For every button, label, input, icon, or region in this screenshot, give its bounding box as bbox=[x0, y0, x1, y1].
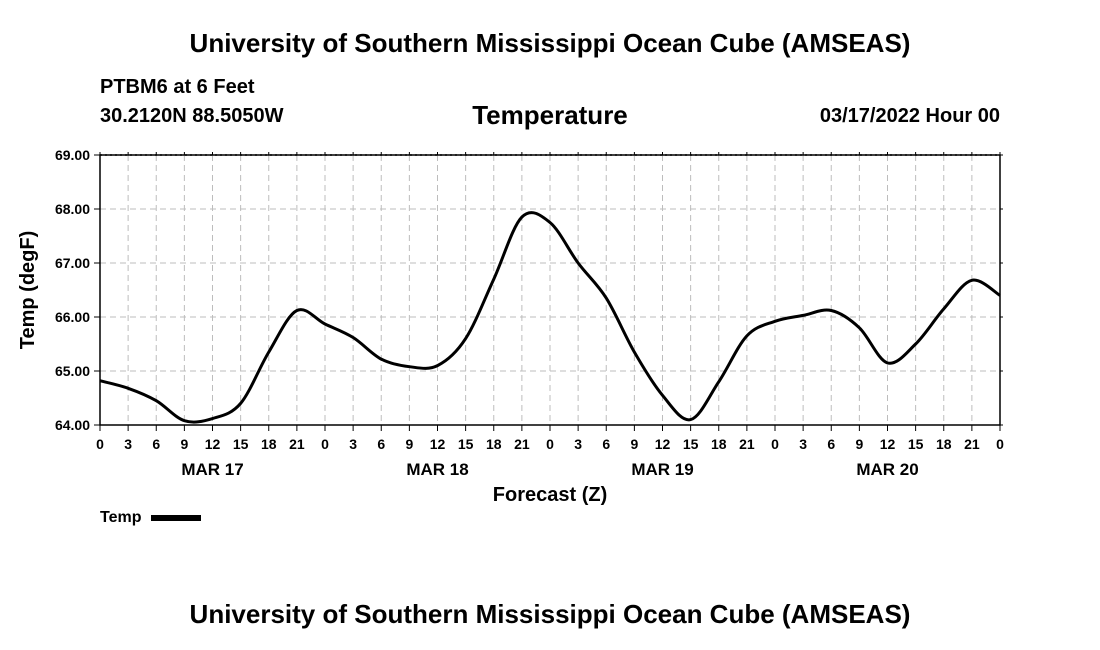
x-tick-label: 0 bbox=[321, 436, 329, 452]
x-tick-label: 18 bbox=[936, 436, 952, 452]
y-tick-label: 67.00 bbox=[55, 255, 90, 271]
x-tick-label: 18 bbox=[261, 436, 277, 452]
x-tick-label: 21 bbox=[964, 436, 980, 452]
x-tick-label: 15 bbox=[458, 436, 474, 452]
x-tick-label: 0 bbox=[546, 436, 554, 452]
x-tick-label: 12 bbox=[880, 436, 896, 452]
temp-series-line bbox=[99, 211, 1001, 424]
x-tick-label: 21 bbox=[739, 436, 755, 452]
day-label: MAR 18 bbox=[406, 460, 468, 479]
day-label: MAR 19 bbox=[631, 460, 693, 479]
x-tick-label: 3 bbox=[799, 436, 807, 452]
legend: Temp bbox=[100, 509, 202, 527]
day-label: MAR 20 bbox=[856, 460, 918, 479]
y-tick-label: 68.00 bbox=[55, 201, 90, 217]
x-tick-label: 12 bbox=[655, 436, 671, 452]
x-tick-label: 18 bbox=[711, 436, 727, 452]
x-tick-label: 9 bbox=[630, 436, 638, 452]
series-layer bbox=[99, 211, 1001, 424]
x-tick-label: 15 bbox=[233, 436, 249, 452]
x-tick-label: 12 bbox=[430, 436, 446, 452]
y-tick-label: 69.00 bbox=[55, 147, 90, 163]
y-tick-label: 65.00 bbox=[55, 363, 90, 379]
x-tick-label: 21 bbox=[289, 436, 305, 452]
x-tick-label: 15 bbox=[908, 436, 924, 452]
x-tick-label: 3 bbox=[349, 436, 357, 452]
legend-swatch bbox=[151, 514, 202, 521]
x-tick-label: 9 bbox=[180, 436, 188, 452]
forecast-datetime: 03/17/2022 Hour 00 bbox=[819, 105, 1000, 127]
grid-layer bbox=[100, 155, 1000, 425]
x-tick-label: 15 bbox=[683, 436, 699, 452]
y-axis-title: Temp (degF) bbox=[17, 231, 39, 350]
x-tick-label: 0 bbox=[771, 436, 779, 452]
x-tick-label: 9 bbox=[855, 436, 863, 452]
x-tick-label: 6 bbox=[377, 436, 385, 452]
x-tick-label: 3 bbox=[574, 436, 582, 452]
footer-title: University of Southern Mississippi Ocean… bbox=[189, 599, 911, 629]
x-tick-label: 21 bbox=[514, 436, 530, 452]
y-tick-label: 66.00 bbox=[55, 309, 90, 325]
station-coordinates: 30.2120N 88.5050W bbox=[100, 105, 284, 127]
x-tick-label: 9 bbox=[405, 436, 413, 452]
chart-main-title: University of Southern Mississippi Ocean… bbox=[189, 28, 911, 58]
station-label: PTBM6 at 6 Feet bbox=[100, 76, 255, 98]
axis-layer: 0 3 6 9 12 15 18 21 0 3 6 9 12 15 18 21 0 3 6 9 12 15 18 21 0 3 6 9… bbox=[55, 147, 1004, 479]
x-tick-label: 6 bbox=[152, 436, 160, 452]
y-tick-label: 64.00 bbox=[55, 417, 90, 433]
chart-title: Temperature bbox=[472, 100, 628, 130]
day-label: MAR 17 bbox=[181, 460, 243, 479]
x-tick-label: 18 bbox=[486, 436, 502, 452]
x-tick-label: 6 bbox=[827, 436, 835, 452]
x-tick-label: 12 bbox=[205, 436, 221, 452]
legend-label: Temp bbox=[100, 509, 142, 526]
x-axis-title: Forecast (Z) bbox=[493, 484, 607, 506]
x-tick-label: 0 bbox=[96, 436, 104, 452]
x-tick-label: 0 bbox=[996, 436, 1004, 452]
x-tick-label: 6 bbox=[602, 436, 610, 452]
x-tick-label: 3 bbox=[124, 436, 132, 452]
